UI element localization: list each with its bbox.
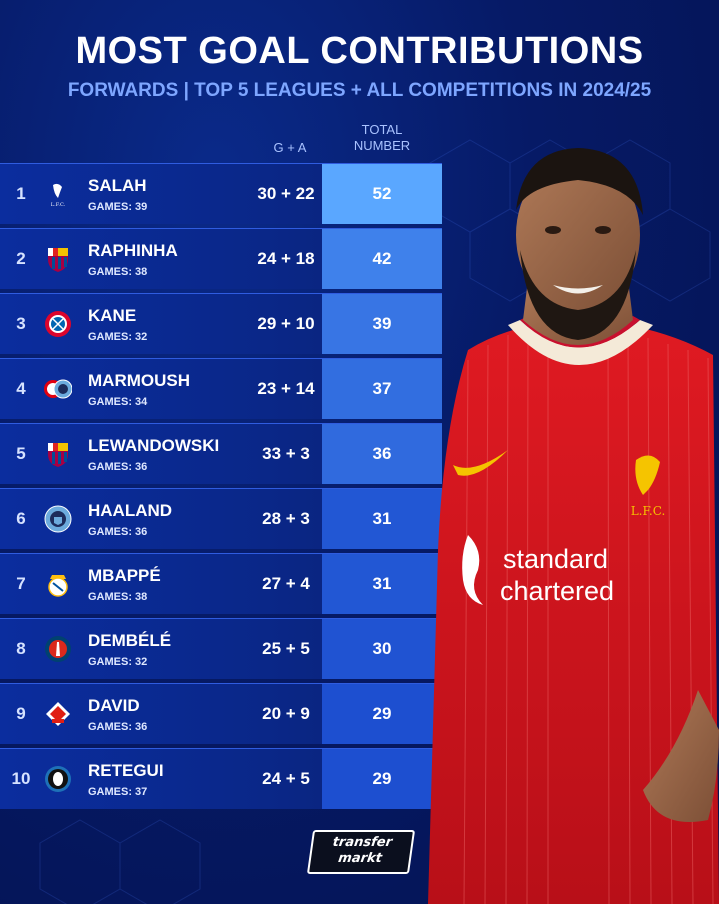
rank-label: 6 xyxy=(16,509,26,528)
goals-assists-value: 24 + 18 xyxy=(257,249,315,268)
brand-line2: markt xyxy=(337,851,383,866)
total-value: 52 xyxy=(322,164,442,224)
rank-label: 9 xyxy=(16,704,26,723)
player-name: KANE xyxy=(88,306,137,325)
goals-assists-value: 27 + 4 xyxy=(262,574,310,593)
barcelona-crest-icon xyxy=(44,245,72,273)
column-header-total: TOTAL NUMBER xyxy=(340,122,424,154)
goals-assists-value: 33 + 3 xyxy=(262,444,310,463)
brand-line1: transfer xyxy=(331,835,394,850)
atalanta-crest-icon xyxy=(44,765,72,793)
sponsor-line1: standard xyxy=(503,544,608,574)
table-row: 4 MARMOUSH GAMES: 34 23 + 14 37 xyxy=(0,358,442,419)
total-value: 42 xyxy=(322,229,442,289)
rank-label: 4 xyxy=(16,379,26,398)
rank-label: 2 xyxy=(16,249,26,268)
goals-assists-value: 24 + 5 xyxy=(262,769,310,788)
chart-subtitle: FORWARDS | TOP 5 LEAGUES + ALL COMPETITI… xyxy=(67,80,652,101)
games-count: GAMES: 38 xyxy=(88,591,148,603)
player-photo: L.F.C. standard chartered xyxy=(428,148,719,904)
rank-label: 1 xyxy=(16,184,26,203)
table-row: 9 DAVID GAMES: 36 20 + 9 29 xyxy=(0,683,442,744)
mancity-crest-icon xyxy=(44,505,72,533)
rank-label: 7 xyxy=(16,574,26,593)
table-row: 7 MBAPPÉ GAMES: 38 27 + 4 31 xyxy=(0,553,442,614)
games-count: GAMES: 39 xyxy=(88,201,148,213)
player-name: RAPHINHA xyxy=(88,241,178,260)
rank-label: 3 xyxy=(16,314,26,333)
goals-assists-value: 29 + 10 xyxy=(257,314,315,333)
goals-assists-value: 20 + 9 xyxy=(262,704,310,723)
player-name: MARMOUSH xyxy=(88,371,190,390)
table-row: 2 RAPHINHA GAMES: 38 24 + 18 42 xyxy=(0,228,442,289)
table-row: 1 L.F.C. SALAH GAMES: 39 30 + 22 52 xyxy=(0,163,442,224)
total-value: 30 xyxy=(322,619,442,679)
table-row: 5 LEWANDOWSKI GAMES: 36 33 + 3 36 xyxy=(0,423,442,484)
table-row: 8 DEMBÉLÉ GAMES: 32 25 + 5 30 xyxy=(0,618,442,679)
chart-title: MOST GOAL CONTRIBUTIONS xyxy=(75,30,644,72)
total-value: 39 xyxy=(322,294,442,354)
column-header-total-line1: TOTAL xyxy=(361,122,403,137)
player-name: MBAPPÉ xyxy=(88,566,161,585)
total-value: 37 xyxy=(322,359,442,419)
player-name: LEWANDOWSKI xyxy=(88,436,220,455)
player-name: DEMBÉLÉ xyxy=(88,631,172,650)
column-header-total-line2: NUMBER xyxy=(353,138,411,153)
games-count: GAMES: 36 xyxy=(88,721,148,733)
games-count: GAMES: 36 xyxy=(88,526,148,538)
goals-assists-value: 23 + 14 xyxy=(257,379,315,398)
games-count: GAMES: 32 xyxy=(88,331,148,343)
table-row: 6 HAALAND GAMES: 36 28 + 3 31 xyxy=(0,488,442,549)
crest-text: L.F.C. xyxy=(631,504,666,518)
liverpool-crest-icon: L.F.C. xyxy=(44,180,72,208)
frankfurt-mancity-crest-icon xyxy=(44,375,72,403)
total-value: 29 xyxy=(322,684,442,744)
games-count: GAMES: 34 xyxy=(88,396,148,408)
rank-label: 8 xyxy=(16,639,26,658)
realmadrid-crest-icon xyxy=(44,570,72,598)
goals-assists-value: 28 + 3 xyxy=(262,509,310,528)
player-name: HAALAND xyxy=(88,501,173,520)
table-row: 10 RETEGUI GAMES: 37 24 + 5 29 xyxy=(0,748,442,809)
total-value: 31 xyxy=(322,554,442,614)
goals-assists-value: 30 + 22 xyxy=(257,184,315,203)
svg-text:L.F.C.: L.F.C. xyxy=(51,202,66,208)
sponsor-line2: chartered xyxy=(500,576,614,606)
games-count: GAMES: 32 xyxy=(88,656,148,668)
lille-crest-icon xyxy=(44,700,72,728)
player-name: RETEGUI xyxy=(88,761,164,780)
barcelona-crest-icon xyxy=(44,440,72,468)
games-count: GAMES: 36 xyxy=(88,461,148,473)
transfermarkt-logo: transfer markt xyxy=(306,830,416,874)
bayern-crest-icon xyxy=(44,310,72,338)
total-value: 29 xyxy=(322,749,442,809)
column-header-ga: G + A xyxy=(273,140,307,155)
rank-label: 5 xyxy=(16,444,26,463)
table-row: 3 KANE GAMES: 32 29 + 10 39 xyxy=(0,293,442,354)
player-name: SALAH xyxy=(88,176,147,195)
total-value: 36 xyxy=(322,424,442,484)
games-count: GAMES: 37 xyxy=(88,786,148,798)
psg-crest-icon xyxy=(44,635,72,663)
goals-assists-value: 25 + 5 xyxy=(262,639,310,658)
total-value: 31 xyxy=(322,489,442,549)
ranking-table: 1 L.F.C. SALAH GAMES: 39 30 + 22 52 2 RAPHINHA G… xyxy=(0,163,442,813)
rank-label: 10 xyxy=(11,769,31,788)
player-name: DAVID xyxy=(88,696,140,715)
games-count: GAMES: 38 xyxy=(88,266,148,278)
